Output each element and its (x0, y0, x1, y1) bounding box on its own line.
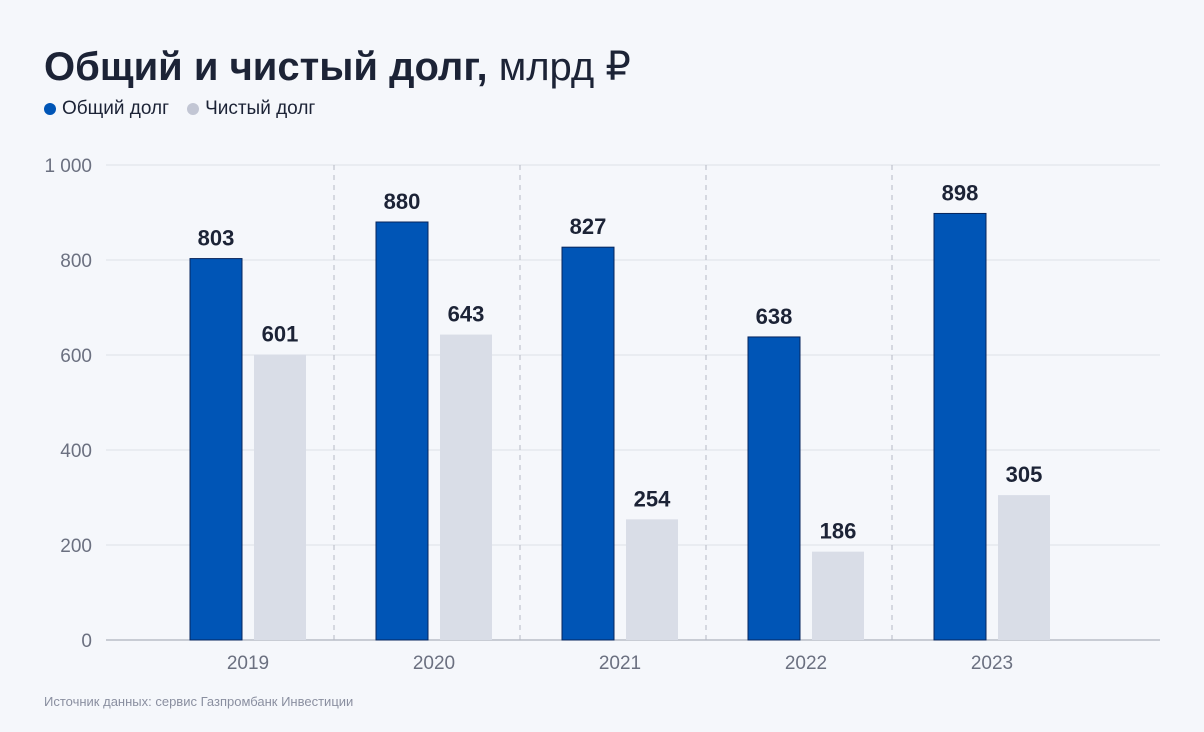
legend-label-net-debt: Чистый долг (205, 98, 316, 119)
bar-net-debt (626, 519, 678, 640)
legend-label-total-debt: Общий долг (62, 98, 170, 119)
x-tick-label: 2023 (971, 653, 1013, 674)
data-label-total-debt: 827 (570, 214, 607, 239)
x-tick-label: 2021 (599, 653, 641, 674)
chart-title-main: Общий и чистый долг, (44, 45, 488, 89)
data-label-net-debt: 601 (262, 322, 299, 347)
y-tick-label: 1 000 (44, 156, 92, 177)
bar-net-debt (998, 495, 1050, 640)
chart-title: Общий и чистый долг, млрд ₽ (44, 40, 631, 94)
data-label-total-debt: 803 (198, 226, 235, 251)
x-tick-label: 2020 (413, 653, 455, 674)
data-label-net-debt: 254 (634, 486, 671, 511)
legend-item-total-debt: Общий долг (44, 98, 169, 120)
legend-marker-total-debt (44, 103, 56, 115)
bar-total-debt (561, 246, 615, 641)
source-note: Источник данных: сервис Газпромбанк Инве… (44, 694, 354, 709)
bar-net-debt (812, 551, 864, 640)
legend-item-net-debt: Чистый долг (187, 98, 315, 120)
y-tick-label: 200 (60, 536, 92, 557)
bar-total-debt (933, 212, 987, 641)
bar-total-debt (189, 258, 243, 641)
x-tick-label: 2019 (227, 653, 269, 674)
data-label-net-debt: 186 (820, 519, 857, 544)
chart-title-unit: млрд ₽ (487, 45, 631, 89)
y-tick-label: 600 (60, 346, 92, 367)
y-tick-label: 800 (60, 251, 92, 272)
legend: Общий долг Чистый долг (44, 98, 315, 120)
bar-net-debt (440, 334, 492, 640)
x-tick-label: 2022 (785, 653, 827, 674)
data-label-net-debt: 305 (1006, 462, 1043, 487)
y-tick-label: 400 (60, 441, 92, 462)
data-label-net-debt: 643 (448, 302, 485, 327)
data-label-total-debt: 880 (384, 189, 421, 214)
y-tick-label: 0 (81, 631, 92, 652)
data-label-total-debt: 638 (756, 304, 793, 329)
legend-marker-net-debt (187, 103, 200, 115)
data-label-total-debt: 898 (942, 180, 979, 205)
bar-total-debt (747, 336, 801, 641)
bar-net-debt (254, 354, 306, 640)
bar-total-debt (375, 221, 429, 641)
